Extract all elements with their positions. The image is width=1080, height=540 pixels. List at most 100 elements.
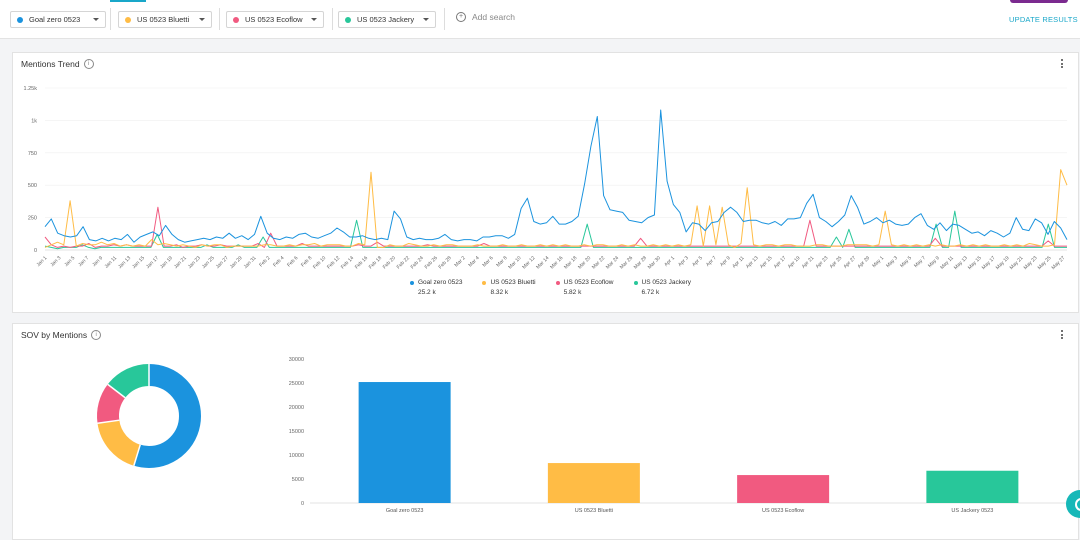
legend-label: Goal zero 0523 <box>418 279 463 286</box>
x-tick-label: May 13 <box>953 255 969 271</box>
x-tick-label: Jan 11 <box>104 255 119 270</box>
x-tick-label: Jan 17 <box>145 255 160 270</box>
divider <box>444 8 445 30</box>
filter-bar: Goal zero 0523 US 0523 Bluetti US 0523 E… <box>0 0 1080 39</box>
x-tick-label: Mar 14 <box>535 255 550 270</box>
add-search-button[interactable]: + Add search <box>456 12 515 22</box>
y-tick-label: 5000 <box>292 477 304 483</box>
x-tick-label: Mar 22 <box>591 255 606 270</box>
x-tick-label: Apr 15 <box>759 255 774 270</box>
legend-total: 8.32 k <box>490 289 509 296</box>
x-tick-label: Apr 1 <box>663 255 676 268</box>
filter-chip-goal-zero[interactable]: Goal zero 0523 <box>10 11 106 28</box>
active-tab-indicator <box>110 0 146 2</box>
y-tick-label: 0 <box>301 501 304 507</box>
x-tick-label: Mar 24 <box>605 255 620 270</box>
x-tick-label: Feb 14 <box>340 255 355 270</box>
legend-item-bluetti[interactable]: US 0523 Bluetti 8.32 k <box>482 279 536 296</box>
x-tick-label: Apr 21 <box>801 255 816 270</box>
card-title: Mentions Trend i <box>21 59 94 69</box>
x-tick-label: Feb 16 <box>354 255 369 270</box>
x-tick-label: Jan 23 <box>187 255 202 270</box>
color-dot-icon <box>345 16 351 23</box>
donut-separator <box>107 383 126 399</box>
x-tick-label: Feb 18 <box>368 255 383 270</box>
x-tick-label: Apr 11 <box>731 255 746 270</box>
legend-item-jackery[interactable]: US 0523 Jackery 6.72 k <box>633 279 691 296</box>
y-tick-label: 500 <box>28 183 37 189</box>
x-tick-label: Jan 1 <box>36 255 49 268</box>
x-tick-label: Apr 17 <box>773 255 788 270</box>
x-tick-label: Apr 27 <box>843 255 858 270</box>
x-tick-label: Apr 19 <box>787 255 802 270</box>
y-tick-label: 1k <box>31 118 37 124</box>
chevron-down-icon[interactable] <box>423 18 429 21</box>
top-action-button-edge[interactable] <box>1010 0 1068 3</box>
filter-chip-bluetti[interactable]: US 0523 Bluetti <box>118 11 212 28</box>
x-tick-label: Feb 20 <box>382 255 397 270</box>
y-tick-label: 15000 <box>289 429 304 435</box>
x-tick-label: May 27 <box>1051 255 1067 271</box>
more-options-icon[interactable] <box>1061 330 1064 339</box>
x-tick-label: Apr 9 <box>719 255 732 268</box>
chevron-down-icon[interactable] <box>311 18 317 21</box>
mentions-trend-card: Mentions Trend i <box>12 52 1079 313</box>
update-results-button[interactable]: UPDATE RESULTS <box>1009 15 1078 24</box>
x-tick-label: Mar 16 <box>549 255 564 270</box>
card-title: SOV by Mentions i <box>21 330 102 340</box>
x-tick-label: Mar 18 <box>563 255 578 270</box>
x-tick-label: Jan 29 <box>229 255 244 270</box>
more-options-icon[interactable] <box>1061 59 1064 68</box>
x-tick-label: Jan 13 <box>117 255 132 270</box>
filter-chip-jackery[interactable]: US 0523 Jackery <box>338 11 436 28</box>
x-tick-label: Jan 15 <box>131 255 146 270</box>
filter-chip-label: US 0523 Jackery <box>357 15 415 24</box>
legend-dot-icon <box>482 280 487 285</box>
series-line-1 <box>44 109 1068 243</box>
x-tick-label: US Jackery 0523 <box>951 508 993 514</box>
legend-label: US 0523 Bluetti <box>490 279 536 286</box>
x-tick-label: Apr 25 <box>829 255 844 270</box>
sov-charts: 30000 25000 20000 15000 10000 5000 0 Goal zero … <box>97 357 1067 514</box>
legend-label: US 0523 Ecoflow <box>563 279 614 286</box>
x-tick-label: Mar 26 <box>619 255 634 270</box>
chevron-down-icon[interactable] <box>93 18 99 21</box>
x-tick-label: May 7 <box>913 255 927 269</box>
chevron-down-icon[interactable] <box>199 18 205 21</box>
x-tick-label: Feb 28 <box>438 255 453 270</box>
color-dot-icon <box>17 16 23 23</box>
x-tick-label: Jan 31 <box>243 255 258 270</box>
x-tick-label: Jan 25 <box>201 255 216 270</box>
x-tick-label: US 0523 Bluetti <box>575 508 613 514</box>
x-tick-label: Feb 24 <box>410 255 425 270</box>
legend-item-ecoflow[interactable]: US 0523 Ecoflow 5.82 k <box>555 279 614 296</box>
series-line-4 <box>44 210 1067 250</box>
mentions-trend-title: Mentions Trend <box>21 59 80 69</box>
color-dot-icon <box>233 16 239 23</box>
y-tick-label: 250 <box>28 216 37 222</box>
bar-4 <box>926 470 1019 503</box>
legend-total: 25.2 k <box>418 289 436 296</box>
chat-launcher-icon[interactable] <box>1066 490 1080 518</box>
x-tick-label: Feb 22 <box>396 255 411 270</box>
filter-chip-ecoflow[interactable]: US 0523 Ecoflow <box>226 11 324 28</box>
x-tick-label: Mar 10 <box>507 255 522 270</box>
info-icon[interactable]: i <box>91 330 102 340</box>
x-tick-label: Mar 20 <box>577 255 592 270</box>
bar-3 <box>737 475 830 503</box>
x-tick-label: May 17 <box>981 255 997 271</box>
y-tick-label: 30000 <box>289 357 304 363</box>
x-tick-label: May 3 <box>885 255 899 269</box>
x-tick-label: US 0523 Ecoflow <box>762 508 804 514</box>
legend-item-goal-zero[interactable]: Goal zero 0523 25.2 k <box>410 279 462 296</box>
series-line-2 <box>44 169 1068 248</box>
info-icon[interactable]: i <box>83 59 94 69</box>
x-tick-label: Feb 26 <box>424 255 439 270</box>
y-tick-label: 25000 <box>289 381 304 387</box>
x-tick-label: Jan 7 <box>77 255 90 268</box>
trend-legend: Goal zero 0523 25.2 k US 0523 Bluetti 8.… <box>410 279 691 296</box>
x-tick-label: Mar 4 <box>467 255 480 268</box>
add-search-label: Add search <box>472 12 515 22</box>
sov-title: SOV by Mentions <box>21 330 88 340</box>
y-tick-label: 750 <box>28 151 37 157</box>
